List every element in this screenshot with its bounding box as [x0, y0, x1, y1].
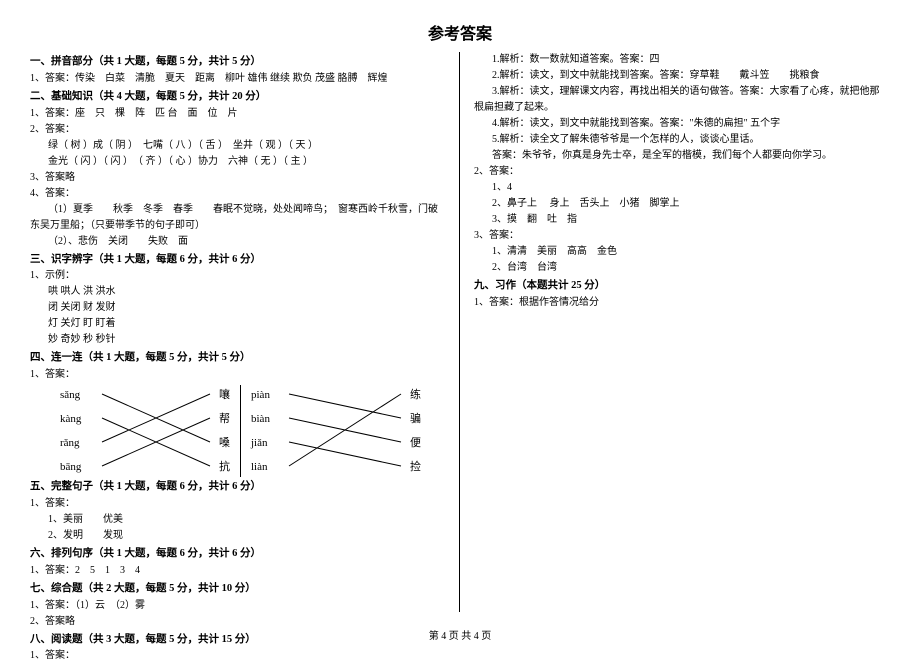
r6: 答案：朱爷爷，你真是身先士卒，是全军的楷模，我们每个人都要向你学习。: [474, 148, 890, 164]
section-9-head: 九、习作（本题共计 25 分）: [474, 278, 890, 295]
a3-2: 2、台湾 台湾: [474, 260, 890, 276]
s2-item2: 2、答案：: [30, 122, 445, 138]
columns-container: 一、拼音部分（共 1 大题，每题 5 分，共计 5 分） 1、答案：传染 白菜 …: [30, 52, 890, 612]
r5: 5.解析：读全文了解朱德爷爷是一个怎样的人，谈谈心里话。: [474, 132, 890, 148]
s7-item1: 1、答案：（1）云 （2）雾: [30, 598, 445, 614]
section-6-head: 六、排列句序（共 1 大题，每题 6 分，共计 6 分）: [30, 546, 445, 563]
match-lines-1: [60, 385, 230, 477]
s8-item1: 1、答案：: [30, 648, 445, 664]
right-column: 1.解析：数一数就知道答案。答案：四 2.解析：读文，到文中就能找到答案。答案：…: [460, 52, 890, 612]
page-root: 参考答案 一、拼音部分（共 1 大题，每题 5 分，共计 5 分） 1、答案：传…: [0, 0, 920, 650]
s2-item3: 3、答案略: [30, 170, 445, 186]
matching-diagram: sǎng kàng rǎng bāng 嚷 帮 嗓 抗: [30, 385, 445, 477]
s9-item1: 1、答案：根据作答情况给分: [474, 295, 890, 311]
section-4-head: 四、连一连（共 1 大题，每题 5 分，共计 5 分）: [30, 350, 445, 367]
s5-item1b: 2、发明 发现: [30, 528, 445, 544]
s3-item1a: 哄 哄人 洪 洪水: [30, 284, 445, 300]
r3b: 根扁担藏了起来。: [474, 100, 890, 116]
s2-item2a: 绿（ 树 ）成（ 阴 ） 七嘴（ 八 ）（ 舌 ） 坐井（ 观 ）（ 天 ）: [30, 138, 445, 154]
r4: 4.解析：读文，到文中就能找到答案。答案："朱德的扁担" 五个字: [474, 116, 890, 132]
section-5-head: 五、完整句子（共 1 大题，每题 6 分，共计 6 分）: [30, 479, 445, 496]
a2: 2、答案：: [474, 164, 890, 180]
s2-item2b: 金光（ 闪 ）（ 闪 ） （ 齐 ）（ 心 ）协力 六神（ 无 ）（ 主 ）: [30, 154, 445, 170]
s3-item1b: 闭 关闭 财 发财: [30, 300, 445, 316]
a2-3: 3、摸 翻 吐 指: [474, 212, 890, 228]
section-7-head: 七、综合题（共 2 大题，每题 5 分，共计 10 分）: [30, 581, 445, 598]
section-2-head: 二、基础知识（共 4 大题，每题 5 分，共计 20 分）: [30, 89, 445, 106]
s2-item1: 1、答案：座 只 棵 阵 匹 台 面 位 片: [30, 106, 445, 122]
match-divider: [240, 385, 241, 477]
s2-item4a: （1）夏季 秋季 冬季 春季 春眠不觉晓，处处闻啼鸟； 窗寒西岭千秋雪，门破: [30, 202, 445, 218]
s2-item4: 4、答案：: [30, 186, 445, 202]
a2-2: 2、鼻子上 身上 舌头上 小猪 脚掌上: [474, 196, 890, 212]
s5-item1a: 1、美丽 优美: [30, 512, 445, 528]
a3-1: 1、清清 美丽 高高 金色: [474, 244, 890, 260]
s4-item1: 1、答案：: [30, 367, 445, 383]
s3-item1d: 妙 奇妙 秒 秒针: [30, 332, 445, 348]
match-lines-2: [251, 385, 421, 477]
s6-item1: 1、答案：2 5 1 3 4: [30, 563, 445, 579]
left-column: 一、拼音部分（共 1 大题，每题 5 分，共计 5 分） 1、答案：传染 白菜 …: [30, 52, 460, 612]
r1: 1.解析：数一数就知道答案。答案：四: [474, 52, 890, 68]
r2: 2.解析：读文，到文中就能找到答案。答案：穿草鞋 戴斗笠 挑粮食: [474, 68, 890, 84]
s1-item: 1、答案：传染 白菜 清脆 夏天 距离 柳叶 雄伟 继续 欺负 茂盛 胳膊 辉煌: [30, 71, 445, 87]
s2-item4b: （2）、悲伤 关闭 失败 面: [30, 234, 445, 250]
a2-1: 1、4: [474, 180, 890, 196]
match-box-2: piàn biàn jiǎn liàn 练 骗 便 捡: [251, 385, 421, 477]
a3: 3、答案：: [474, 228, 890, 244]
page-footer: 第 4 页 共 4 页: [0, 627, 920, 642]
s2-item4a2: 东吴万里船；（只要带季节的句子即可）: [30, 218, 445, 234]
s3-item1c: 灯 关灯 盯 盯着: [30, 316, 445, 332]
match-box-1: sǎng kàng rǎng bāng 嚷 帮 嗓 抗: [60, 385, 230, 477]
section-3-head: 三、识字辨字（共 1 大题，每题 6 分，共计 6 分）: [30, 252, 445, 269]
s3-item1: 1、示例：: [30, 268, 445, 284]
s5-item1: 1、答案：: [30, 496, 445, 512]
r3: 3.解析：读文，理解课文内容，再找出相关的语句做答。答案：大家看了心疼，就把他那: [474, 84, 890, 100]
page-title: 参考答案: [30, 20, 890, 44]
section-1-head: 一、拼音部分（共 1 大题，每题 5 分，共计 5 分）: [30, 54, 445, 71]
